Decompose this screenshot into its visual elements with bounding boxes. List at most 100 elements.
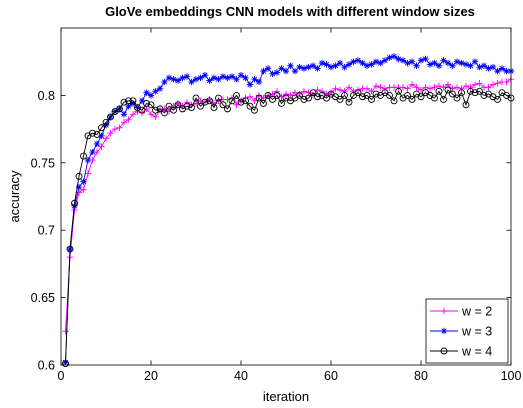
data-point	[116, 124, 123, 131]
data-point	[192, 94, 200, 102]
data-point	[359, 93, 366, 101]
data-point	[341, 91, 348, 99]
data-point	[233, 76, 240, 83]
data-point	[89, 148, 96, 156]
data-point	[242, 97, 249, 105]
data-point	[431, 59, 438, 67]
data-point	[80, 178, 87, 185]
ticks-layer: 0 20 40 60 80 100 0.6 0.65 0.7 0.75 0.8	[31, 28, 521, 383]
data-point	[84, 156, 92, 164]
data-point	[498, 65, 506, 72]
data-point	[152, 88, 159, 95]
data-point	[485, 65, 492, 72]
data-point	[62, 328, 69, 335]
data-point	[197, 74, 204, 82]
data-point	[228, 73, 236, 80]
data-point	[395, 87, 402, 95]
data-point	[363, 85, 371, 92]
data-point	[233, 91, 240, 99]
data-point	[332, 85, 339, 92]
data-point	[345, 84, 353, 91]
data-point	[197, 102, 204, 110]
data-point	[152, 113, 159, 121]
y-tick-label: 0.7	[38, 224, 55, 238]
data-point	[363, 62, 371, 69]
data-point	[386, 54, 393, 61]
data-point	[296, 63, 303, 71]
data-point	[107, 113, 114, 121]
data-point	[494, 67, 501, 75]
data-point	[129, 97, 137, 105]
series-line	[65, 89, 512, 364]
data-point	[458, 85, 465, 92]
data-point	[300, 95, 308, 103]
data-point	[143, 89, 150, 96]
data-point	[444, 86, 452, 94]
data-point	[494, 80, 501, 87]
data-point	[345, 61, 353, 68]
data-point	[440, 57, 447, 64]
y-tick-label: 0.8	[38, 89, 55, 103]
data-point	[170, 106, 177, 114]
data-point	[98, 143, 105, 150]
data-point	[264, 91, 272, 99]
data-point	[125, 97, 132, 105]
data-point	[264, 65, 272, 72]
x-axis-label: iteration	[263, 389, 309, 404]
data-point	[201, 98, 209, 106]
data-point	[332, 62, 339, 69]
data-point	[372, 58, 380, 65]
data-point	[120, 119, 128, 126]
data-point	[165, 102, 173, 110]
data-point	[431, 94, 438, 102]
series-3	[62, 86, 515, 368]
legend-label: w = 4	[461, 345, 492, 359]
legend-swatch-marker	[440, 347, 448, 355]
data-point	[368, 88, 375, 95]
y-tick-label: 0.75	[31, 156, 55, 170]
data-point	[147, 101, 155, 109]
data-point	[368, 61, 375, 68]
data-point	[404, 91, 411, 99]
data-point	[273, 91, 281, 99]
data-point	[129, 111, 137, 118]
data-point	[156, 85, 164, 92]
y-tick-label: 0.6	[38, 359, 55, 373]
data-point	[224, 105, 231, 113]
data-point	[377, 59, 384, 67]
data-point	[287, 62, 294, 69]
data-point	[318, 59, 326, 67]
data-point	[125, 102, 132, 110]
data-point	[89, 129, 96, 137]
y-tick-label: 0.65	[31, 291, 55, 305]
data-point	[404, 59, 411, 67]
data-point	[489, 81, 497, 88]
data-point	[381, 57, 389, 64]
data-point	[143, 100, 150, 107]
data-point	[138, 106, 146, 114]
data-point	[255, 78, 263, 86]
data-point	[476, 80, 483, 87]
data-point	[282, 67, 290, 75]
data-point	[453, 58, 461, 65]
data-point	[467, 84, 474, 91]
data-point	[485, 84, 492, 91]
data-point	[188, 104, 195, 111]
data-point	[188, 78, 195, 86]
data-point	[152, 106, 159, 114]
data-point	[377, 84, 384, 91]
data-point	[84, 170, 92, 177]
data-point	[233, 101, 240, 109]
data-point	[237, 98, 245, 106]
data-point	[246, 102, 254, 110]
data-point	[179, 74, 186, 82]
data-point	[354, 89, 362, 97]
data-point	[183, 98, 191, 106]
data-point	[291, 67, 299, 75]
data-point	[161, 78, 168, 86]
data-point	[309, 89, 317, 97]
data-point	[296, 91, 303, 99]
data-point	[80, 186, 87, 193]
data-point	[359, 59, 366, 67]
